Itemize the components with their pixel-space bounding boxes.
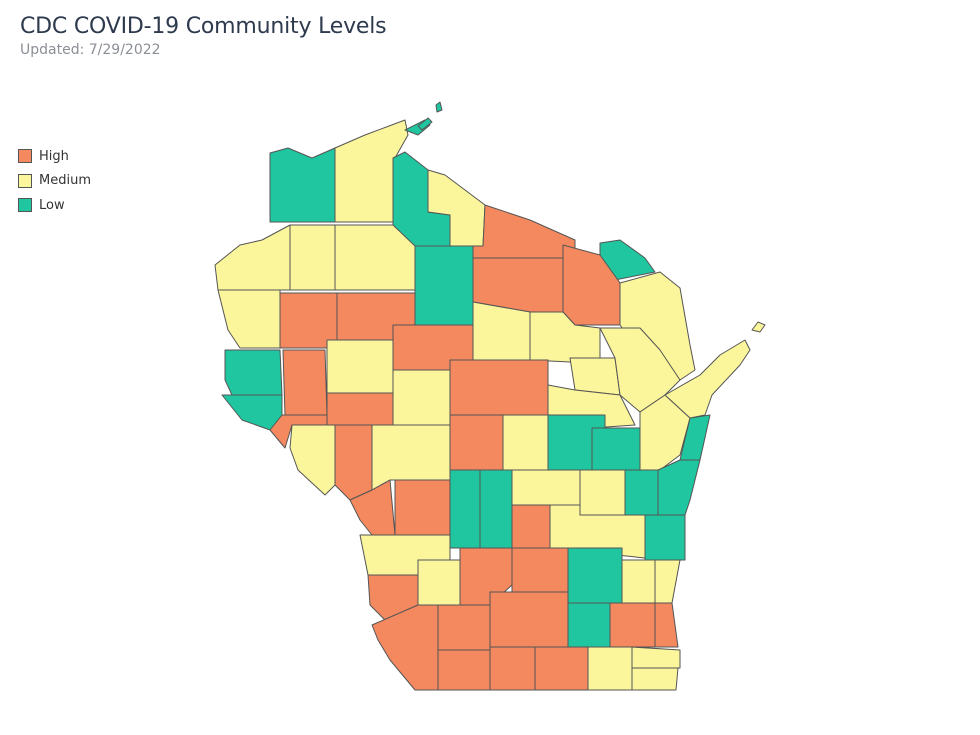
county-region[interactable] xyxy=(334,224,416,291)
county-region[interactable] xyxy=(631,667,679,691)
county-region[interactable] xyxy=(664,339,751,419)
legend-item-high[interactable]: High xyxy=(18,144,91,169)
county-region[interactable] xyxy=(289,224,336,291)
county-region[interactable] xyxy=(269,147,336,223)
county-region[interactable] xyxy=(502,414,549,471)
county-region[interactable] xyxy=(479,469,513,549)
legend-swatch-high xyxy=(18,149,32,164)
county-region[interactable] xyxy=(511,469,581,506)
county-region[interactable] xyxy=(282,349,328,416)
county-region[interactable] xyxy=(326,339,394,394)
county-region[interactable] xyxy=(511,504,551,549)
county-region[interactable] xyxy=(371,604,439,691)
county-region[interactable] xyxy=(587,646,633,691)
legend-item-low[interactable]: Low xyxy=(18,193,91,218)
county-region[interactable] xyxy=(334,119,409,223)
county-region[interactable] xyxy=(567,602,611,648)
county-region[interactable] xyxy=(511,547,569,593)
county-region[interactable] xyxy=(417,559,461,606)
county-region[interactable] xyxy=(751,321,766,333)
county-region[interactable] xyxy=(591,427,641,471)
county-region[interactable] xyxy=(435,101,443,113)
county-region[interactable] xyxy=(472,204,576,259)
county-region[interactable] xyxy=(567,547,623,604)
county-region[interactable] xyxy=(609,602,656,648)
county-region[interactable] xyxy=(449,469,481,549)
county-region[interactable] xyxy=(289,424,336,496)
updated-date: Updated: 7/29/2022 xyxy=(20,42,161,58)
county-region[interactable] xyxy=(621,559,656,604)
county-region[interactable] xyxy=(579,469,626,516)
legend-label-high: High xyxy=(39,148,69,164)
county-region[interactable] xyxy=(472,301,531,361)
county-region[interactable] xyxy=(644,514,686,561)
map-title: CDC COVID-19 Community Levels xyxy=(20,14,387,39)
legend-swatch-medium xyxy=(18,173,32,188)
county-region[interactable] xyxy=(217,289,281,349)
county-region[interactable] xyxy=(654,559,681,604)
county-region[interactable] xyxy=(224,349,283,396)
legend-label-medium: Medium xyxy=(39,173,91,189)
county-region[interactable] xyxy=(449,359,549,416)
legend-item-medium[interactable]: Medium xyxy=(18,169,91,194)
county-region[interactable] xyxy=(414,245,474,326)
county-region[interactable] xyxy=(654,602,679,648)
county-region[interactable] xyxy=(569,357,621,396)
county-region[interactable] xyxy=(534,646,589,691)
legend: High Medium Low xyxy=(18,144,91,218)
county-region[interactable] xyxy=(624,469,659,516)
legend-swatch-low xyxy=(18,198,32,213)
county-region[interactable] xyxy=(326,392,394,426)
county-region[interactable] xyxy=(489,646,536,691)
county-region[interactable] xyxy=(334,424,373,501)
county-region[interactable] xyxy=(489,591,569,648)
county-region[interactable] xyxy=(437,604,491,651)
county-region[interactable] xyxy=(394,479,451,536)
county-region[interactable] xyxy=(417,117,433,131)
county-region[interactable] xyxy=(221,394,283,431)
county-region[interactable] xyxy=(449,414,504,471)
county-region[interactable] xyxy=(657,459,701,516)
county-region[interactable] xyxy=(631,646,681,669)
county-region[interactable] xyxy=(437,649,491,691)
county-region[interactable] xyxy=(214,224,291,291)
legend-label-low: Low xyxy=(39,197,65,213)
